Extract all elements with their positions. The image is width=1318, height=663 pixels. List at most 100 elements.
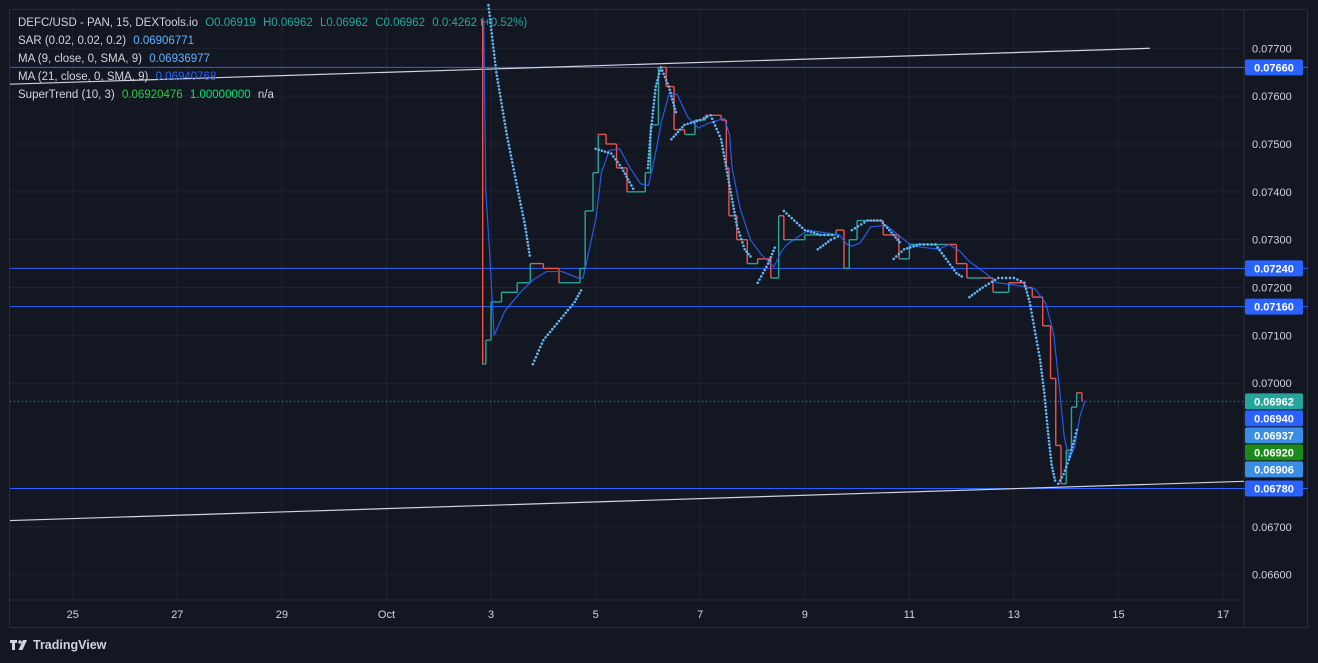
- sar-dot: [658, 69, 662, 72]
- tradingview-logo-icon: [10, 640, 27, 650]
- price-badge-label: 0.07160: [1254, 302, 1294, 314]
- sar-dot: [511, 164, 515, 168]
- sar-dot: [1073, 435, 1077, 439]
- sar-dot: [894, 255, 898, 258]
- sar-dot: [770, 252, 774, 256]
- sar-dot: [1030, 311, 1033, 314]
- sar-dot: [503, 119, 506, 122]
- legend-ma21-label: MA (21, close, 0, SMA, 9): [18, 71, 149, 83]
- sar-dot: [649, 126, 653, 129]
- sar-dot: [1033, 329, 1037, 332]
- sar-dot: [926, 243, 929, 246]
- sar-dot: [872, 219, 876, 222]
- sar-dot: [1040, 368, 1043, 371]
- sar-dot: [772, 249, 775, 253]
- sar-dot: [1044, 405, 1047, 409]
- sar-dot: [1041, 378, 1044, 381]
- sar-dot: [506, 136, 509, 140]
- sar-dot: [527, 247, 530, 251]
- sar-dot: [724, 164, 728, 167]
- sar-dot: [528, 254, 532, 257]
- price-badge: [1245, 393, 1303, 410]
- sar-dot: [729, 190, 733, 194]
- sar-dot: [798, 224, 801, 227]
- sar-dot: [723, 157, 727, 161]
- sar-dot: [1038, 354, 1041, 358]
- sar-dot: [654, 85, 658, 88]
- sar-dot: [896, 238, 899, 241]
- price-tick-label: 0.07400: [1252, 187, 1292, 199]
- sar-dot: [730, 194, 733, 197]
- sar-dot: [1037, 350, 1041, 354]
- sar-dot: [579, 289, 583, 292]
- sar-dot: [819, 246, 822, 249]
- sar-dot: [505, 133, 509, 136]
- sar-dot: [502, 115, 506, 119]
- price-badge: [1245, 410, 1303, 427]
- sar-dot: [731, 204, 735, 207]
- sar-dot: [496, 81, 500, 84]
- price-badge: [1245, 260, 1303, 277]
- sar-dot: [494, 67, 498, 70]
- sar-dot: [1045, 415, 1048, 419]
- sar-dot: [968, 295, 971, 299]
- sar-dot: [618, 163, 621, 167]
- sar-dot: [984, 284, 987, 287]
- legend-ma21-row[interactable]: MA (21, close, 0, SMA, 9) 0.06940768: [18, 68, 531, 86]
- sar-dot: [785, 212, 788, 215]
- sar-dot: [487, 10, 491, 14]
- sar-dot: [885, 226, 889, 230]
- sar-dot: [524, 230, 528, 234]
- sar-dot: [1024, 287, 1028, 291]
- sar-dot: [651, 109, 655, 112]
- price-tick-label: 0.07300: [1252, 235, 1292, 247]
- legend-sar-row[interactable]: SAR (0.02, 0.02, 0.2) 0.06906771: [18, 32, 531, 50]
- sar-dot: [650, 122, 653, 126]
- sar-dot: [879, 219, 882, 222]
- sar-dot: [1048, 446, 1052, 450]
- sar-dot: [725, 167, 728, 171]
- sar-dot: [1023, 281, 1026, 285]
- legend-ma21-value: 0.06940768: [155, 71, 217, 83]
- sar-dot: [525, 234, 528, 237]
- sar-dot: [953, 269, 956, 272]
- sar-dot: [683, 123, 686, 127]
- sar-dot: [516, 189, 520, 192]
- sar-dot: [656, 78, 659, 82]
- sar-dot: [898, 240, 901, 244]
- sar-dot: [1038, 358, 1042, 361]
- sar-dot: [1049, 453, 1052, 456]
- sar-dot: [669, 91, 672, 95]
- sar-dot: [812, 231, 816, 235]
- sar-dot: [738, 234, 742, 237]
- sar-dot: [1066, 462, 1069, 465]
- sar-dot: [821, 244, 825, 247]
- legend-ma9-row[interactable]: MA (9, close, 0, SMA, 9) 0.06936977: [18, 50, 531, 68]
- sar-dot: [652, 102, 656, 105]
- sar-dot: [881, 221, 885, 225]
- sar-dot: [912, 245, 915, 248]
- sar-dot: [800, 226, 804, 230]
- sar-dot: [506, 140, 510, 143]
- sar-dot: [664, 78, 668, 82]
- sar-dot: [1004, 276, 1008, 280]
- price-badge-label: 0.07240: [1254, 263, 1294, 275]
- tradingview-branding[interactable]: TradingView: [10, 634, 106, 656]
- sar-dot: [1045, 419, 1049, 422]
- legend-supertrend-row[interactable]: SuperTrend (10, 3) 0.06920476 1.00000000…: [18, 86, 531, 104]
- sar-dot: [495, 74, 499, 77]
- sar-dot: [534, 355, 538, 359]
- price-badge-label: 0.07660: [1254, 62, 1294, 74]
- sar-dot: [521, 213, 525, 217]
- sar-dot: [727, 180, 731, 184]
- sar-dot: [1008, 276, 1012, 280]
- sar-dot: [803, 228, 807, 232]
- sar-dot: [763, 268, 766, 272]
- price-tick-label: 0.07000: [1252, 378, 1292, 390]
- sar-dot: [544, 336, 547, 339]
- sar-dot: [824, 242, 827, 245]
- sar-dot: [491, 42, 495, 46]
- sar-dot: [918, 243, 922, 246]
